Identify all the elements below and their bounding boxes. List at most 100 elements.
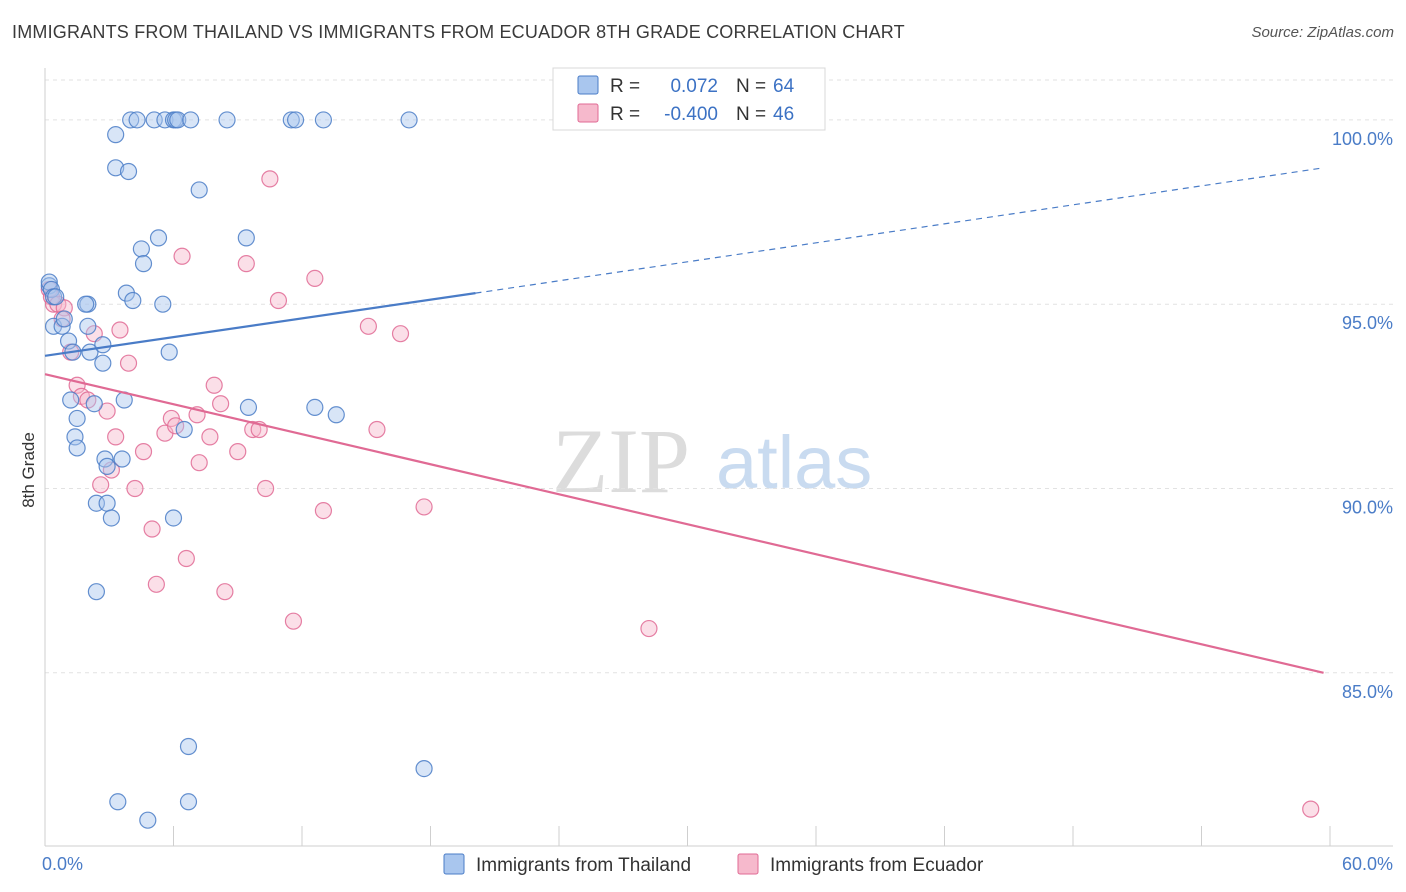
thailand-point	[98, 457, 116, 475]
source-credit: Source: ZipAtlas.com	[1251, 24, 1394, 41]
ecuador-point	[107, 428, 125, 446]
ecuador-point	[237, 255, 255, 273]
thailand-point	[107, 159, 125, 177]
thailand-point	[98, 494, 116, 512]
y-tick-label: 90.0%	[1342, 497, 1393, 517]
legend-r-label: R =	[610, 76, 640, 97]
ecuador-point	[256, 479, 275, 498]
correlation-legend: R = 0.072 N = 64 R = -0.400 N = 46	[552, 67, 826, 131]
thailand-point	[239, 398, 258, 416]
gridlines	[45, 79, 1393, 674]
thailand-point	[47, 288, 65, 306]
ecuador-point	[269, 291, 288, 310]
thailand-point	[124, 291, 142, 310]
thailand-point	[169, 111, 187, 129]
ecuador-point	[143, 520, 161, 538]
ecuador-point	[173, 247, 191, 265]
ecuador-point	[359, 317, 377, 335]
watermark-atlas: atlas	[716, 421, 872, 504]
thailand-point	[128, 111, 146, 129]
ecuador-point	[98, 402, 116, 420]
thailand-point	[179, 737, 198, 756]
thailand-point	[154, 295, 172, 313]
thailand-point	[306, 398, 324, 416]
thailand-point	[66, 428, 84, 446]
x-tick-label: 60.0%	[1342, 854, 1393, 874]
ecuador-point	[261, 170, 279, 188]
thailand-trend-extension	[475, 167, 1324, 294]
legend-label-thailand: Immigrants from Thailand	[476, 855, 691, 876]
thailand-point	[400, 111, 418, 129]
ecuador-point	[134, 443, 153, 461]
ecuador-point	[205, 376, 223, 394]
y-tick-label: 100.0%	[1332, 129, 1393, 149]
ecuador-point	[177, 549, 195, 568]
x-tick-label: 0.0%	[42, 854, 83, 874]
thailand-point	[179, 793, 198, 811]
ecuador-point	[216, 583, 234, 601]
thailand-point	[237, 229, 255, 247]
thailand-point	[149, 229, 168, 247]
thailand-point	[107, 126, 125, 144]
legend-swatch-ecuador-bottom	[737, 853, 759, 875]
thailand-point	[327, 406, 345, 424]
trend-lines	[44, 167, 1324, 674]
legend-n-value: 64	[773, 76, 795, 97]
thailand-point	[160, 343, 178, 361]
ecuador-point	[119, 354, 138, 372]
thailand-point	[282, 111, 300, 129]
y-tick-label: 85.0%	[1342, 682, 1393, 702]
thailand-point	[134, 255, 153, 273]
ecuador-point	[415, 498, 433, 516]
thailand-point	[132, 240, 150, 258]
ecuador-point	[212, 395, 230, 413]
ecuador-point	[92, 476, 110, 494]
ecuador-point	[111, 321, 129, 339]
thailand-point	[164, 509, 183, 527]
thailand-point	[77, 295, 95, 313]
thailand-point	[85, 395, 103, 413]
thailand-point	[55, 310, 73, 328]
legend-swatch-ecuador	[577, 103, 599, 123]
thailand-point	[94, 336, 112, 354]
y-tick-labels: 85.0% 90.0% 95.0% 100.0%	[1332, 129, 1393, 702]
ecuador-point	[201, 428, 219, 446]
thailand-point	[102, 509, 120, 527]
ecuador-point	[284, 612, 303, 630]
ecuador-point	[190, 454, 208, 472]
thailand-point	[119, 162, 138, 181]
ecuador-trend-line	[44, 373, 1324, 674]
ecuador-point	[167, 417, 185, 435]
thailand-point	[218, 111, 236, 129]
legend-swatch-thailand	[577, 75, 599, 95]
ecuador-point	[640, 619, 658, 638]
legend-n-label: N =	[736, 104, 766, 125]
thailand-point	[113, 450, 131, 468]
y-axis-label: 8th Grade	[19, 432, 38, 508]
ecuador-point	[244, 420, 262, 439]
thailand-point	[415, 759, 433, 778]
thailand-point	[87, 583, 106, 601]
thailand-trend-line	[44, 292, 476, 357]
legend-n-label: N =	[736, 76, 766, 97]
legend-swatch-thailand-bottom	[443, 853, 465, 875]
thailand-point	[62, 391, 80, 409]
thailand-point	[94, 354, 112, 372]
thailand-point	[122, 111, 140, 129]
legend-label-ecuador: Immigrants from Ecuador	[770, 855, 984, 876]
axes	[44, 68, 1393, 847]
thailand-point	[68, 409, 86, 428]
ecuador-point	[368, 420, 386, 439]
series-legend: Immigrants from Thailand Immigrants from…	[443, 853, 984, 876]
thailand-point	[59, 332, 78, 350]
thailand-point	[286, 111, 305, 129]
ecuador-point	[306, 269, 324, 287]
ecuador-point	[126, 479, 144, 498]
ecuador-point	[314, 502, 333, 520]
ecuador-point	[391, 325, 410, 343]
ecuador-point	[147, 575, 165, 593]
y-tick-label: 95.0%	[1342, 313, 1393, 333]
ecuador-point	[229, 443, 247, 461]
legend-n-value: 46	[773, 104, 794, 125]
